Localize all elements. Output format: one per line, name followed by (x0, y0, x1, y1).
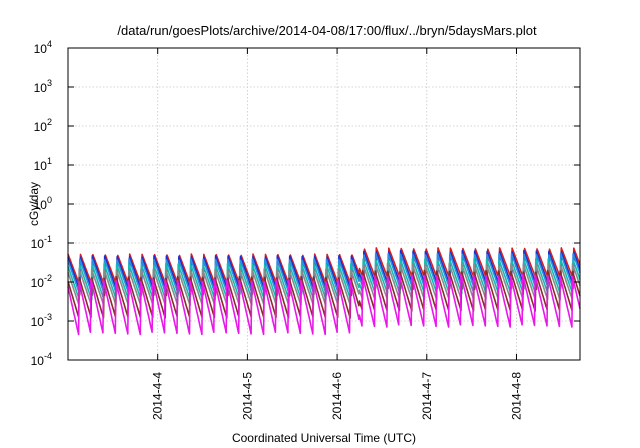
y-tick-label: 104 (34, 39, 52, 56)
x-tick-labels: 2014-4-4 2014-4-5 2014-4-6 2014-4-7 2014-4-8 (151, 372, 524, 420)
y-tick-base: 10 (34, 120, 48, 134)
y-tick-base: 10 (31, 315, 45, 329)
y-tick-exponent: -3 (44, 312, 52, 322)
x-tick-label: 2014-4-8 (509, 372, 523, 420)
y-tick-label: 102 (34, 117, 52, 134)
y-tick-base: 10 (31, 354, 45, 368)
y-tick-exponent: 0 (47, 195, 52, 205)
y-tick-label: 10-2 (31, 273, 52, 290)
y-tick-exponent: 3 (47, 78, 52, 88)
y-tick-base: 10 (34, 42, 48, 56)
y-tick-label: 100 (34, 195, 52, 212)
series-line (67, 273, 581, 336)
y-tick-label: 10-3 (31, 312, 52, 329)
y-axis-label: cGy/day (27, 182, 41, 226)
y-tick-label: 10-1 (31, 234, 52, 251)
x-tick-label: 2014-4-7 (420, 372, 434, 420)
series-line (67, 262, 581, 307)
axis-ticks (68, 47, 580, 361)
series-line (67, 269, 581, 319)
y-tick-label: 101 (34, 156, 52, 173)
y-tick-exponent: 4 (47, 39, 52, 49)
y-tick-exponent: -2 (44, 273, 52, 283)
y-tick-exponent: 1 (47, 156, 52, 166)
y-tick-label: 10-4 (31, 351, 52, 368)
y-tick-base: 10 (34, 81, 48, 95)
y-tick-exponent: 2 (47, 117, 52, 127)
y-tick-base: 10 (34, 159, 48, 173)
y-tick-base: 10 (34, 198, 48, 212)
data-series (67, 247, 581, 336)
y-tick-base: 10 (31, 237, 45, 251)
y-tick-exponent: -1 (44, 234, 52, 244)
x-axis-label: Coordinated Universal Time (UTC) (232, 431, 416, 445)
x-tick-label: 2014-4-6 (330, 372, 344, 420)
y-tick-exponent: -4 (44, 351, 52, 361)
y-tick-label: 103 (34, 78, 52, 95)
x-tick-label: 2014-4-4 (151, 372, 165, 420)
y-tick-base: 10 (31, 276, 45, 290)
chart-title: /data/run/goesPlots/archive/2014-04-08/1… (117, 23, 537, 38)
x-tick-label: 2014-4-5 (240, 372, 254, 420)
